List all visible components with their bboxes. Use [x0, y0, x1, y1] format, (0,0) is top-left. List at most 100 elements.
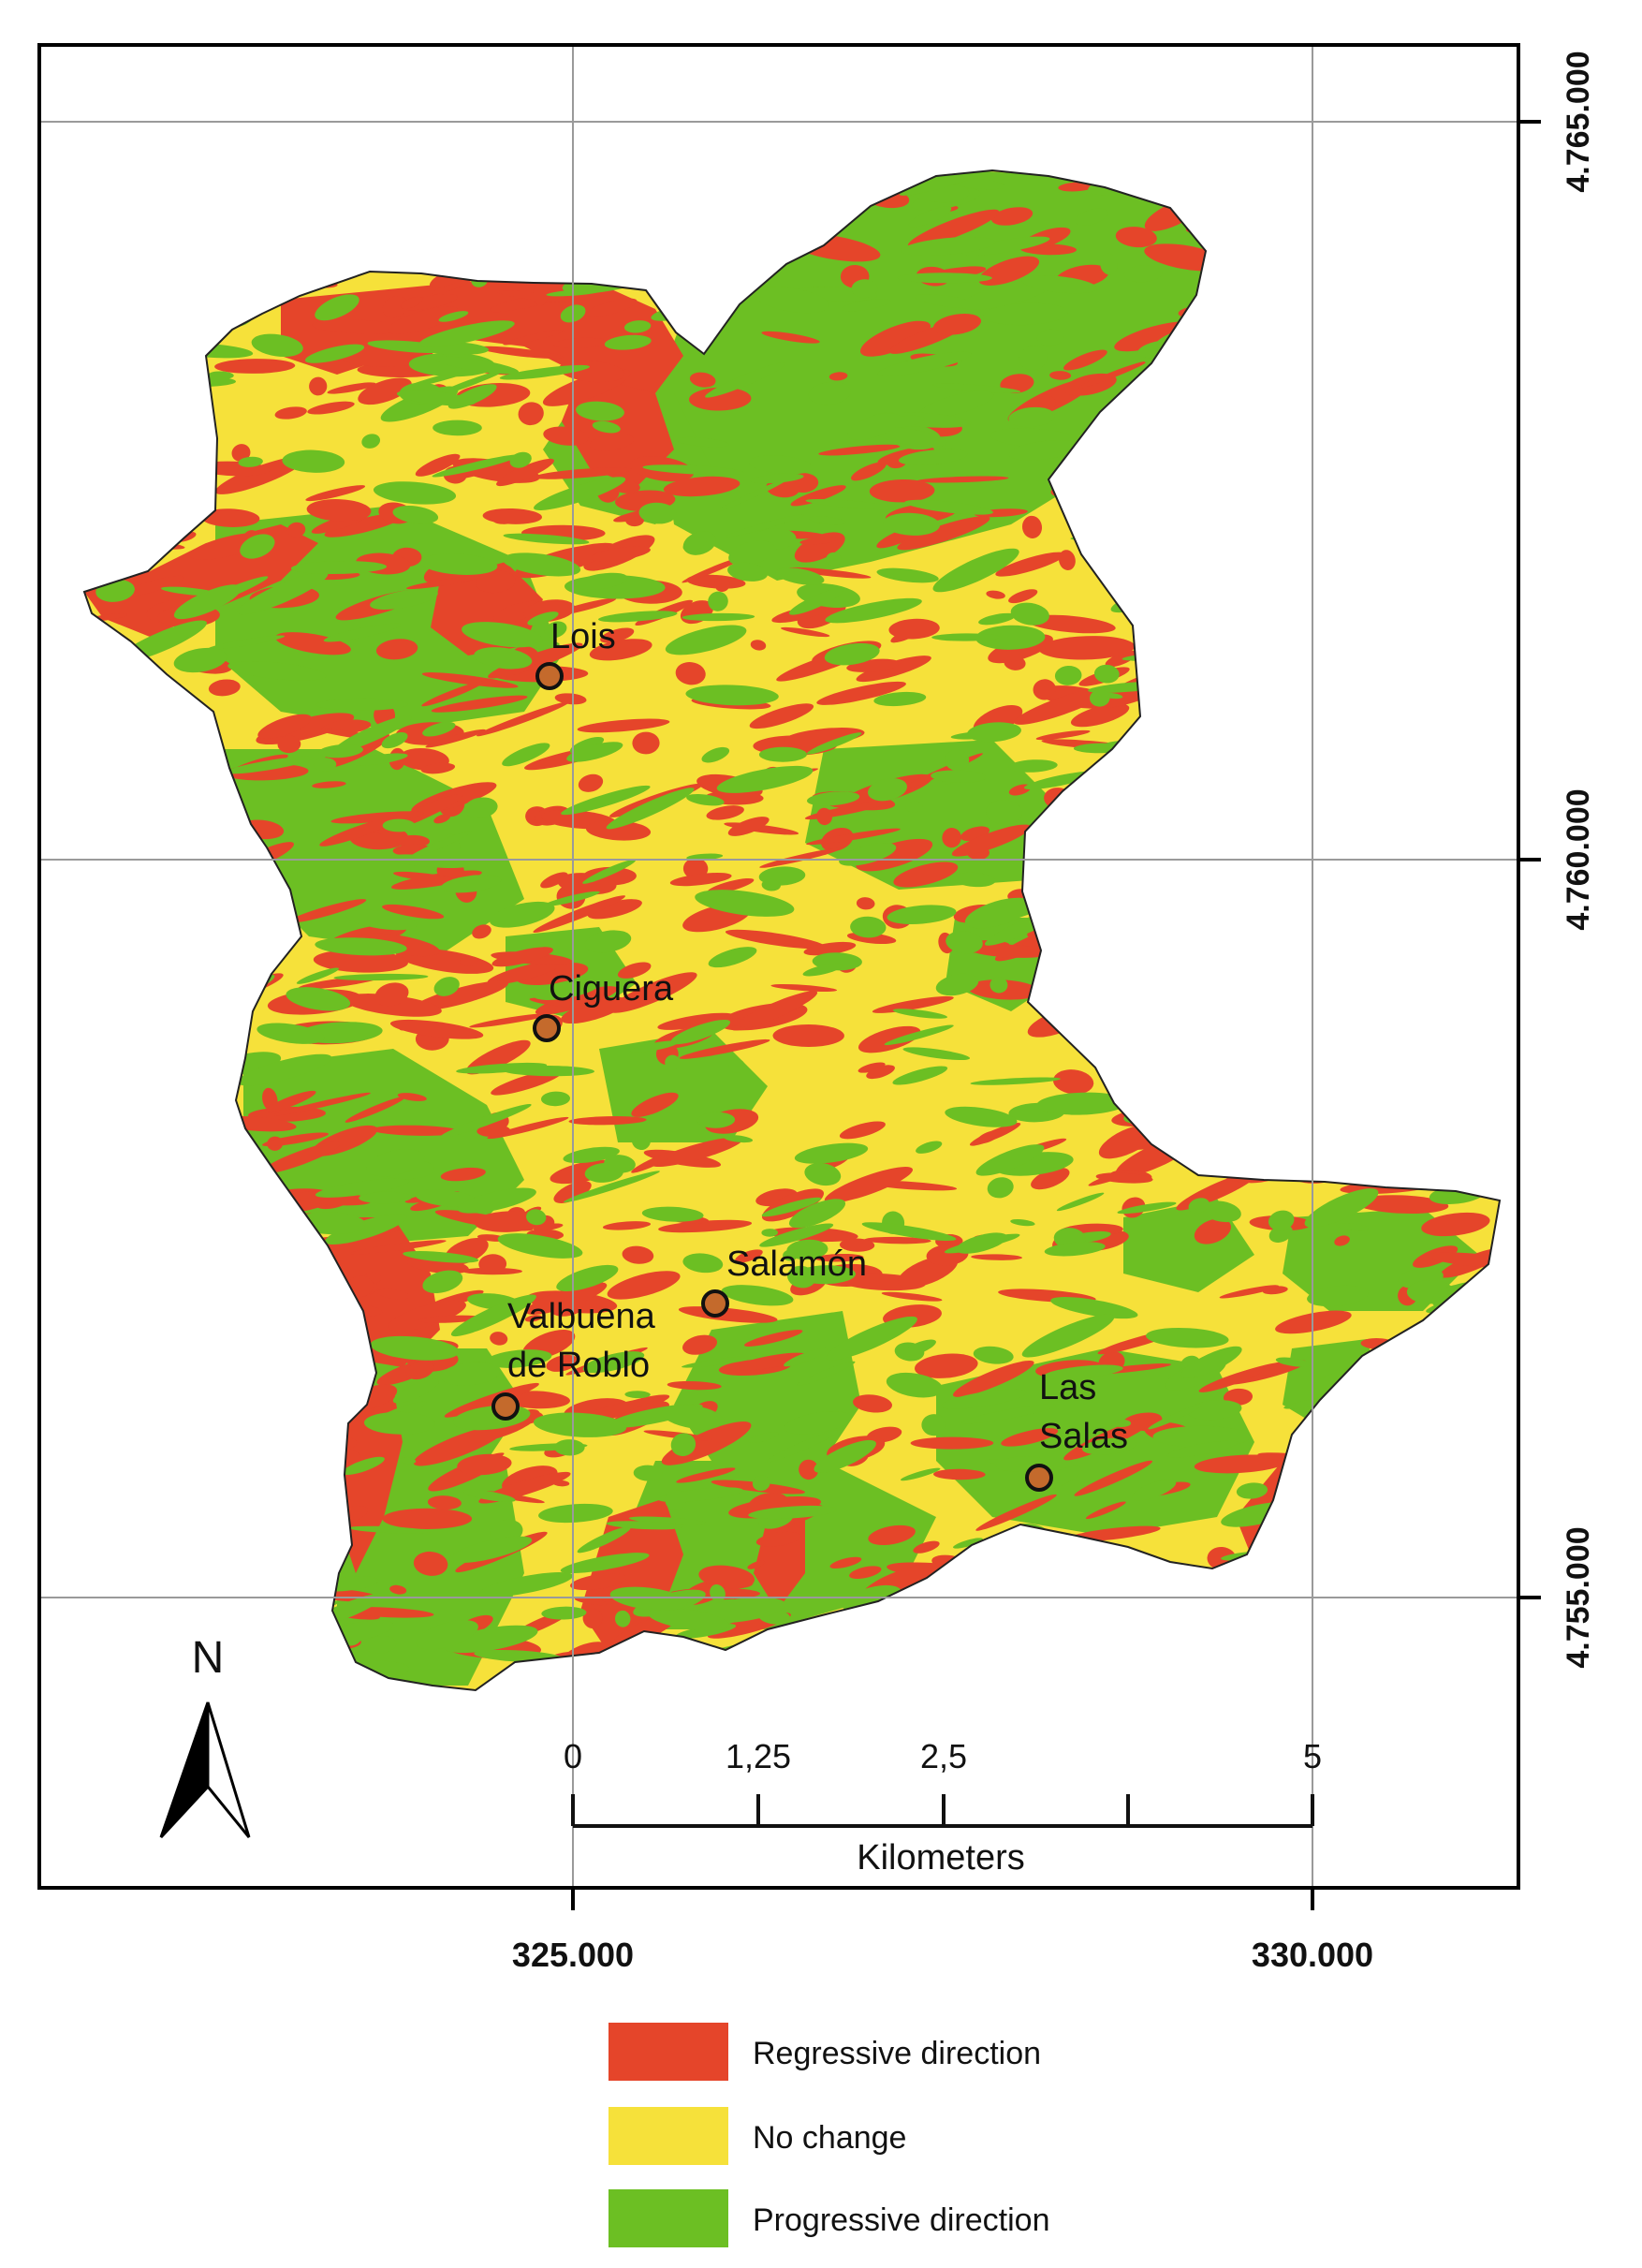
regressive-speckle	[851, 1614, 898, 1636]
regressive-speckle	[1063, 349, 1107, 371]
progressive-speckle	[1400, 1085, 1415, 1097]
progressive-speckle	[257, 1023, 325, 1044]
progressive-speckle	[118, 1595, 172, 1619]
progressive-speckle	[241, 1433, 319, 1455]
progressive-speckle	[707, 202, 796, 230]
regressive-speckle	[1210, 284, 1285, 317]
regressive-speckle	[1049, 371, 1072, 380]
progressive-speckle	[1146, 1327, 1229, 1348]
regressive-speckle	[371, 1125, 461, 1136]
progressive-speckle	[534, 477, 626, 510]
regressive-speckle	[1241, 293, 1300, 305]
progressive-speckle	[125, 226, 208, 239]
regressive-speckle	[1210, 935, 1283, 958]
progressive-speckle	[237, 571, 329, 615]
progressive-speckle	[1237, 449, 1253, 456]
regressive-speckle	[1440, 986, 1461, 999]
progressive-speckle	[526, 1209, 547, 1226]
regressive-speckle	[290, 1650, 316, 1674]
progressive-speckle	[935, 973, 979, 996]
progressive-speckle	[88, 1615, 114, 1634]
regressive-speckle	[816, 807, 833, 826]
regressive-speckle	[869, 479, 935, 503]
regressive-speckle	[706, 805, 744, 820]
regressive-speckle	[1103, 767, 1166, 788]
regressive-speckle	[261, 1141, 341, 1174]
progressive-speckle	[1167, 517, 1264, 548]
regressive-speckle	[1332, 1438, 1403, 1467]
progressive-speckle	[238, 456, 263, 467]
progressive-speckle	[892, 1066, 948, 1085]
progressive-speckle	[1267, 386, 1332, 399]
regressive-speckle	[942, 828, 961, 848]
regressive-speckle	[84, 353, 163, 376]
regressive-speckle	[432, 278, 472, 295]
progressive-speckle	[130, 1486, 148, 1502]
regressive-speckle	[491, 947, 553, 967]
progressive-speckle	[901, 1339, 936, 1357]
regressive-speckle	[1440, 1552, 1500, 1587]
regressive-speckle	[1210, 694, 1253, 718]
progressive-speckle	[847, 413, 902, 440]
progressive-speckle	[876, 567, 939, 583]
progressive-speckle	[286, 1280, 337, 1299]
progressive-speckle	[373, 481, 457, 505]
progressive-speckle	[1475, 468, 1500, 490]
regressive-speckle	[199, 947, 251, 967]
progressive-speckle	[1253, 570, 1344, 596]
progressive-speckle	[784, 1411, 852, 1435]
regressive-speckle	[374, 982, 409, 1007]
progressive-speckle	[584, 930, 632, 953]
progressive-speckle	[682, 612, 755, 622]
progressive-speckle	[173, 584, 242, 620]
progressive-speckle	[1180, 1346, 1242, 1378]
regressive-speckle	[893, 862, 959, 888]
progressive-speckle	[721, 1285, 794, 1306]
progressive-speckle	[84, 866, 110, 885]
progressive-speckle	[497, 1233, 583, 1259]
regressive-speckle	[127, 1316, 217, 1331]
progressive-speckle	[1424, 678, 1441, 687]
north-arrow-right-half-icon	[206, 1701, 251, 1838]
progressive-speckle	[695, 890, 795, 917]
progressive-speckle	[986, 800, 1023, 825]
progressive-speckle	[808, 516, 846, 525]
regressive-speckle	[251, 1412, 332, 1437]
regressive-speckle	[1001, 1428, 1059, 1447]
regressive-speckle	[1439, 938, 1466, 962]
regressive-speckle	[413, 1425, 506, 1466]
scale-label-0: 0	[564, 1737, 582, 1775]
progressive-speckle	[1456, 508, 1493, 526]
regressive-speckle	[663, 476, 740, 497]
progressive-speckle	[279, 1600, 340, 1619]
regressive-speckle	[1134, 882, 1212, 902]
regressive-speckle	[1268, 561, 1328, 582]
progressive-speckle	[537, 257, 634, 272]
progressive-speckle	[1395, 724, 1482, 758]
regressive-speckle	[1193, 471, 1269, 508]
regressive-speckle	[1441, 967, 1493, 979]
regressive-speckle	[146, 1035, 188, 1055]
progressive-speckle	[271, 1425, 301, 1432]
regressive-speckle	[1179, 599, 1201, 610]
progressive-speckle	[766, 1430, 839, 1463]
progressive-speckle	[1148, 863, 1224, 891]
progressive-speckle	[661, 1405, 725, 1430]
progressive-speckle	[541, 1091, 570, 1107]
regressive-speckle	[631, 1151, 677, 1173]
regressive-speckle	[1213, 754, 1276, 766]
regressive-speckle	[744, 1330, 803, 1347]
progressive-speckle	[118, 979, 142, 990]
regressive-speckle	[784, 1670, 874, 1690]
regressive-speckle	[382, 1508, 473, 1529]
progressive-speckle	[1352, 1118, 1401, 1146]
regressive-speckle	[84, 1105, 105, 1123]
regressive-speckle	[460, 956, 479, 966]
regressive-speckle	[1424, 1436, 1449, 1451]
regressive-speckle	[839, 1238, 875, 1252]
progressive-speckle	[1275, 1357, 1312, 1367]
grid-lines	[39, 45, 1518, 1888]
regressive-speckle	[1210, 700, 1238, 719]
regressive-speckle	[1261, 1074, 1344, 1082]
progressive-speckle	[824, 192, 843, 206]
